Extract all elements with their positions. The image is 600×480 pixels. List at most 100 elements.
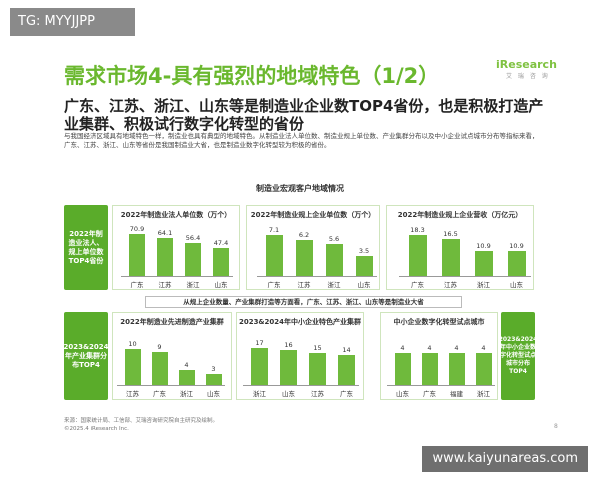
iresearch-logo: iResearch xyxy=(496,58,557,71)
chart-1-bar-广东 xyxy=(129,234,145,276)
page-description: 与我国经济区域具有地域特色一样，制造业也具有典型的地域特色。从制造业法人单位数、… xyxy=(64,132,539,149)
mid-banner-text: 从规上企业数量、产业集群打造等方面看，广东、江苏、浙江、山东等是制造业大省 xyxy=(183,298,424,306)
chart-5-category-label: 山东 xyxy=(282,390,295,398)
chart-5-bar-浙江 xyxy=(251,348,268,385)
footer-source: 来源：国家统计局、工信部、艾瑞咨询研究院自主研究及绘制。 xyxy=(64,418,219,424)
chart-title-1: 2022年制造业法人单位数（万个） xyxy=(120,211,232,219)
chart-6-category-label: 福建 xyxy=(450,390,463,398)
label-top-left-text: 2022年制造业法人、规上单位数TOP4省份 xyxy=(68,229,104,265)
chart-6-value-label: 4 xyxy=(400,344,405,352)
chart-panel-6: 中小企业数字化转型试点城市 4 山东 4 广东 4 福建 4 浙江 xyxy=(380,312,498,400)
chart-3-bar-浙江 xyxy=(474,251,493,276)
chart-title-2: 2022年制造业规上企业单位数（万个） xyxy=(250,211,376,219)
chart-3-bar-山东 xyxy=(507,251,526,276)
chart-2-category-label: 山东 xyxy=(357,281,371,289)
chart-6-bar-广东 xyxy=(421,353,438,385)
chart-3-category-label: 广东 xyxy=(411,281,424,289)
chart-panel-5: 2023&2024年中小企业特色产业集群 17 浙江 16 山东 15 江苏 14 广东 xyxy=(236,312,364,400)
footer-copyright: ©2025.4 iResearch Inc. xyxy=(64,426,129,432)
chart-4-value-label: 3 xyxy=(211,365,216,374)
label-bottom-right-text: 2023&2024年中小企业数字化转型试点城市分布TOP4 xyxy=(498,336,538,375)
chart-6-category-label: 浙江 xyxy=(477,390,490,398)
chart-1-category-label: 江苏 xyxy=(158,281,172,289)
chart-6-bar-山东 xyxy=(394,353,411,385)
chart-3-value-label: 10.9 xyxy=(476,242,491,251)
chart-2-value-label: 5.6 xyxy=(328,234,340,243)
chart-6-value-label: 4 xyxy=(454,344,459,352)
chart-1-value-label: 64.1 xyxy=(157,229,173,238)
chart-panel-2: 2022年制造业规上企业单位数（万个） 7.1 广东 6.2 江苏 5.6 浙江 3.5 山东 xyxy=(246,205,380,290)
label-top-left: 2022年制造业法人、规上单位数TOP4省份 xyxy=(64,205,108,290)
chart-5-bar-山东 xyxy=(280,350,297,385)
chart-6-baseline xyxy=(387,385,495,386)
chart-1-value-label: 47.4 xyxy=(213,239,229,248)
chart-2-category-label: 广东 xyxy=(267,281,281,289)
chart-2-baseline xyxy=(257,276,377,277)
label-bottom-right: 2023&2024年中小企业数字化转型试点城市分布TOP4 xyxy=(499,312,537,400)
chart-5-value-label: 17 xyxy=(255,339,264,348)
chart-1-category-label: 广东 xyxy=(130,281,144,289)
chart-5-category-label: 浙江 xyxy=(253,390,266,398)
chart-5-value-label: 16 xyxy=(284,341,293,350)
chart-2-value-label: 6.2 xyxy=(298,231,310,240)
chart-1-bar-山东 xyxy=(213,248,229,276)
chart-4-category-label: 山东 xyxy=(207,390,220,398)
chart-5-value-label: 15 xyxy=(313,343,322,352)
chart-5-bar-江苏 xyxy=(309,352,326,385)
chart-1-category-label: 山东 xyxy=(214,281,228,289)
chart-title-6: 中小企业数字化转型试点城市 xyxy=(393,318,485,326)
chart-title-5: 2023&2024年中小企业特色产业集群 xyxy=(238,318,362,326)
chart-5-value-label: 14 xyxy=(342,345,351,354)
page-number: 8 xyxy=(554,423,558,430)
chart-6-value-label: 4 xyxy=(427,344,432,352)
chart-3-value-label: 10.9 xyxy=(509,242,524,251)
chart-1-bar-江苏 xyxy=(157,238,173,276)
chart-3-bar-江苏 xyxy=(441,238,460,276)
page-title: 需求市场4-具有强烈的地域特色（1/2） xyxy=(64,64,440,88)
chart-4-value-label: 4 xyxy=(184,361,189,370)
chart-5-bar-广东 xyxy=(338,354,355,385)
chart-4-value-label: 9 xyxy=(157,343,162,352)
chart-4-category-label: 浙江 xyxy=(180,390,193,398)
chart-1-value-label: 56.4 xyxy=(185,233,201,242)
chart-6-category-label: 广东 xyxy=(423,390,436,398)
chart-4-bar-山东 xyxy=(205,374,222,385)
chart-3-category-label: 山东 xyxy=(510,281,523,289)
chart-4-category-label: 江苏 xyxy=(126,390,139,398)
chart-4-category-label: 广东 xyxy=(153,390,166,398)
chart-panel-4: 2022年制造业先进制造产业集群 10 江苏 9 广东 4 浙江 3 山东 xyxy=(112,312,232,400)
chart-title-4: 2022年制造业先进制造产业集群 xyxy=(120,318,224,326)
mid-banner: 从规上企业数量、产业集群打造等方面看，广东、江苏、浙江、山东等是制造业大省 xyxy=(145,296,462,308)
chart-5-category-label: 江苏 xyxy=(311,390,324,398)
chart-3-category-label: 浙江 xyxy=(477,281,490,289)
chart-6-bar-福建 xyxy=(448,353,465,385)
chart-panel-1: 2022年制造业法人单位数（万个） 70.9 广东 64.1 江苏 56.4 浙江 47.4… xyxy=(112,205,240,290)
chart-6-category-label: 山东 xyxy=(396,390,409,398)
chart-3-value-label: 16.5 xyxy=(443,229,458,238)
section-title: 制造业宏观客户地域情况 xyxy=(256,184,344,193)
chart-3-category-label: 江苏 xyxy=(444,281,457,289)
chart-3-value-label: 18.3 xyxy=(410,225,425,234)
chart-2-value-label: 3.5 xyxy=(358,246,370,255)
top-watermark: TG: MYYJJPP xyxy=(10,8,135,36)
chart-6-value-label: 4 xyxy=(481,344,486,352)
chart-3-baseline xyxy=(399,276,531,277)
chart-2-category-label: 浙江 xyxy=(327,281,341,289)
page-subtitle: 广东、江苏、浙江、山东等是制造业企业数TOP4省份，也是积极打造产业集群、积极试… xyxy=(64,97,544,133)
chart-3-bar-广东 xyxy=(408,234,427,276)
chart-title-3: 2022年制造业规上企业营收（万亿元） xyxy=(397,211,523,219)
chart-1-category-label: 浙江 xyxy=(186,281,200,289)
bottom-watermark: www.kaiyunareas.com xyxy=(422,446,588,472)
chart-2-bar-浙江 xyxy=(325,243,343,276)
chart-panel-3: 2022年制造业规上企业营收（万亿元） 18.3 广东 16.5 江苏 10.9 浙江 10… xyxy=(386,205,534,290)
chart-5-baseline xyxy=(243,385,359,386)
chart-4-bar-江苏 xyxy=(124,348,141,385)
label-bottom-left-text: 2023&2024年产业集群分布TOP4 xyxy=(63,342,109,369)
chart-2-value-label: 7.1 xyxy=(268,225,280,234)
chart-2-bar-江苏 xyxy=(295,240,313,276)
footer: 来源：国家统计局、工信部、艾瑞咨询研究院自主研究及绘制。 ©2025.4 iRe… xyxy=(64,417,218,433)
chart-1-baseline xyxy=(121,276,233,277)
chart-1-bar-浙江 xyxy=(185,242,201,276)
chart-4-baseline xyxy=(117,385,225,386)
